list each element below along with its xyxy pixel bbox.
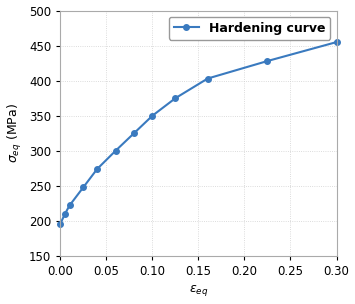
Hardening curve (95, 167, 99, 171)
Hardening curve (67, 204, 72, 207)
Hardening curve (81, 185, 86, 189)
Hardening curve (150, 114, 154, 118)
Line: Hardening curve: Hardening curve (58, 39, 339, 226)
Hardening curve (334, 40, 339, 44)
Hardening curve (173, 96, 178, 100)
Hardening curve (132, 131, 136, 135)
Hardening curve (63, 212, 67, 216)
Hardening curve (114, 149, 118, 153)
Hardening curve (206, 77, 210, 80)
Hardening curve (58, 222, 62, 226)
Y-axis label: $\sigma_{eq}$ (MPa): $\sigma_{eq}$ (MPa) (6, 103, 23, 163)
Legend: Hardening curve: Hardening curve (169, 17, 330, 40)
X-axis label: $\varepsilon_{eq}$: $\varepsilon_{eq}$ (189, 283, 208, 299)
Hardening curve (265, 59, 269, 63)
